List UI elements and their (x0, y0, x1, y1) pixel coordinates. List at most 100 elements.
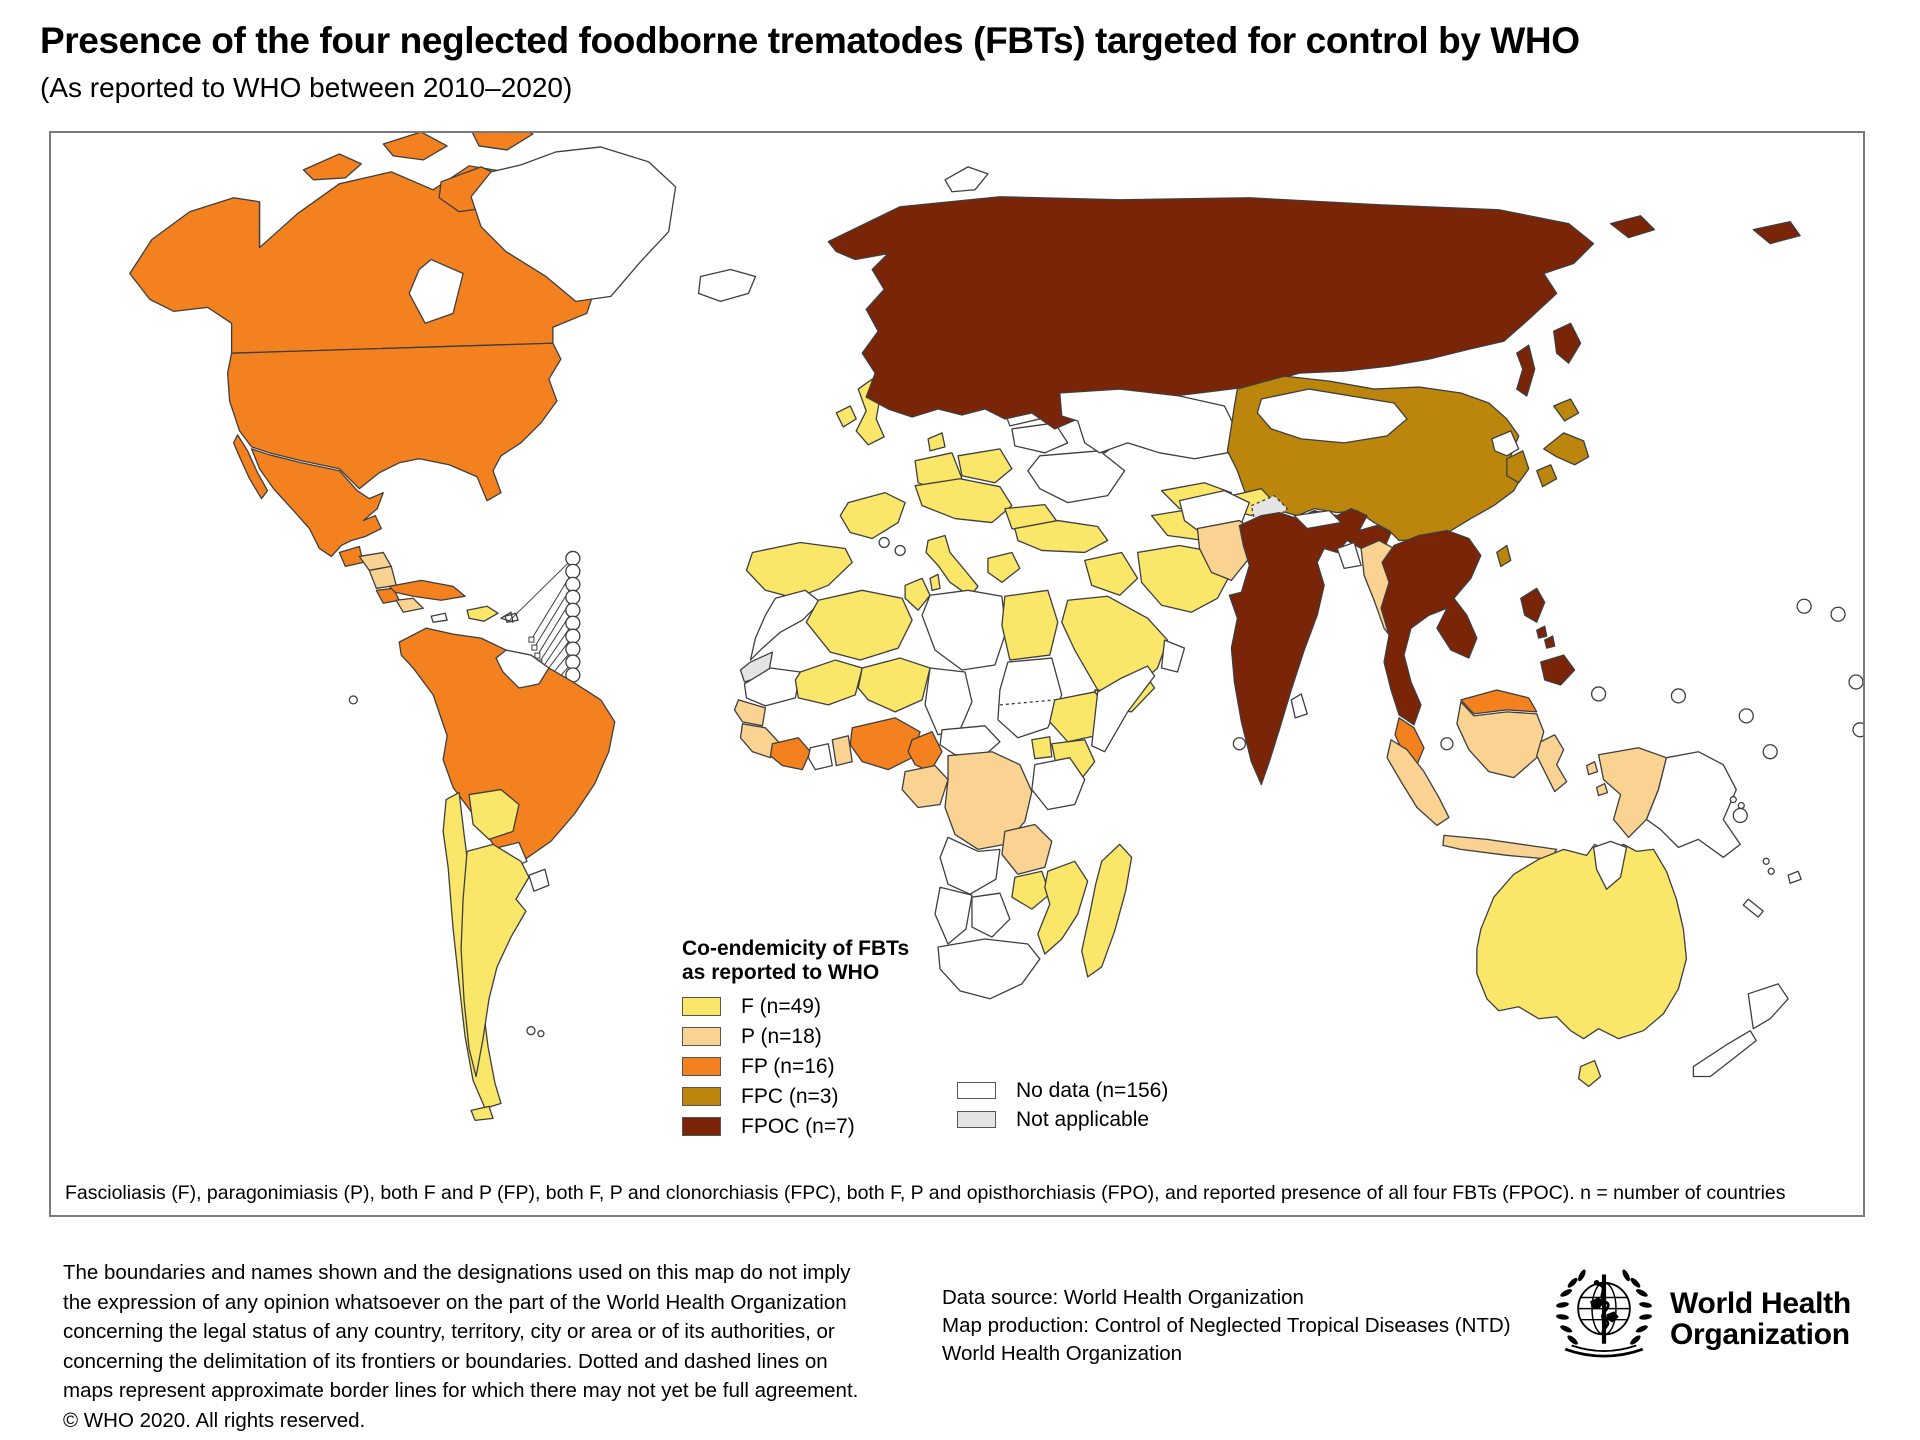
region-togo-benin (831, 735, 853, 767)
region-iceland (697, 268, 757, 303)
region-morocco (749, 589, 821, 661)
region-philippines-luzon (1520, 587, 1546, 623)
region-west-papua (1597, 747, 1668, 839)
region-malaysia-borneo (1460, 689, 1538, 715)
region-russia-kamchatka (1553, 322, 1582, 364)
region-new-zealand-north (1747, 983, 1789, 1030)
region-sakhalin (1516, 344, 1536, 397)
region-niger (857, 657, 931, 713)
region-poland (957, 448, 1013, 484)
legend-label: P (n=18) (741, 1024, 822, 1048)
disclaimer-text: The boundaries and names shown and the d… (63, 1258, 858, 1435)
legend-item-fpc: FPC (n=3) (682, 1084, 1012, 1108)
region-nepal (1293, 509, 1342, 530)
text-line: the expression of any opinion whatsoever… (63, 1290, 847, 1314)
region-senegal-gambia (733, 699, 767, 727)
legend-item-fp: FP (n=16) (682, 1055, 1012, 1078)
region-namibia (934, 886, 973, 945)
region-algeria (805, 589, 913, 661)
region-sudan (997, 657, 1063, 739)
region-north-korea (1491, 430, 1520, 457)
region-kazakhstan (1059, 388, 1236, 460)
region-mongolia (1256, 388, 1408, 444)
region-canada-islands (382, 133, 448, 161)
legend-item-not_applicable: Not applicable (957, 1108, 1257, 1131)
region-bangladesh (1336, 541, 1362, 570)
region-hudson-bay (408, 258, 464, 324)
region-south-korea (1506, 450, 1530, 484)
legend-item-fpoc: FPOC (n=7) (682, 1114, 1012, 1138)
legend-swatch (682, 997, 721, 1016)
legend-label: No data (n=156) (1016, 1078, 1169, 1102)
text-line: The boundaries and names shown and the d… (63, 1261, 851, 1284)
region-usa (226, 342, 562, 502)
region-chad (924, 667, 973, 736)
page-title: Presence of the four neglected foodborne… (40, 20, 1580, 61)
region-taiwan (1496, 544, 1512, 568)
legend-label: FPOC (n=7) (741, 1114, 855, 1138)
region-ukraine (1027, 450, 1126, 504)
region-mozambique (1037, 860, 1089, 955)
region-guinea-cluster (739, 723, 780, 759)
region-baja (232, 434, 269, 500)
region-russia-ne-islands (1609, 215, 1656, 239)
region-south-africa (937, 938, 1041, 1000)
region-greenland (470, 146, 677, 303)
region-australia (1476, 843, 1688, 1040)
region-libya (921, 589, 1007, 671)
map-regions (129, 133, 1863, 1121)
legend-item-f: F (n=49) (682, 995, 1012, 1018)
region-guyanas (495, 649, 550, 689)
region-cuba (388, 579, 466, 601)
region-sumatra (1386, 739, 1450, 827)
region-cote-divoire (769, 737, 811, 771)
region-hispaniola (466, 605, 499, 622)
region-gulf-carpentaria (1592, 840, 1628, 890)
region-jamaica (430, 612, 448, 623)
text-line: concerning the delimitation of its front… (63, 1349, 828, 1373)
region-nigeria (849, 717, 921, 771)
region-tanzania (1031, 757, 1086, 811)
region-botswana (971, 892, 1011, 938)
region-russia-chukotka (1752, 221, 1801, 245)
region-philippines-visayas (1536, 625, 1548, 639)
legend-item-no_data: No data (n=156) (957, 1079, 1257, 1102)
region-moluccas (1585, 761, 1599, 776)
region-sri-lanka (1290, 693, 1308, 719)
region-nicaragua (368, 565, 397, 589)
region-tierra-del-fuego (470, 1105, 494, 1121)
region-papua-new-guinea (1645, 751, 1741, 858)
region-ghana (807, 743, 833, 771)
region-iraq (1084, 551, 1139, 596)
legend-no-data: No data (n=156) Not applicable (957, 1079, 1257, 1140)
region-iberia (745, 541, 853, 599)
text-line: © WHO 2020. All rights reserved. (63, 1408, 366, 1432)
region-bolivia (468, 788, 520, 841)
region-turkey (1014, 519, 1109, 554)
region-panama (395, 597, 424, 613)
legend-swatch (682, 1027, 721, 1046)
who-wordmark: World Health Organization (1670, 1287, 1851, 1351)
region-uruguay (528, 868, 550, 892)
legend-label: Not applicable (1016, 1107, 1150, 1131)
region-svalbard (944, 166, 989, 193)
region-angola (939, 836, 1001, 895)
text-line: maps represent approximate border lines … (63, 1379, 859, 1402)
region-moluccas (1595, 782, 1609, 797)
region-somalia (1091, 665, 1156, 753)
legend-item-p: P (n=18) (682, 1024, 1012, 1048)
region-tasmania (1577, 1059, 1602, 1088)
region-kalimantan (1456, 701, 1545, 779)
region-japan-hokkaido (1553, 398, 1580, 422)
region-canada-islands (471, 133, 534, 151)
text-line: Map production: Control of Neglected Tro… (942, 1314, 1511, 1337)
legend-co-endemicity: Co-endemicity of FBTs as reported to WHO… (682, 937, 1012, 1147)
legend-label: FPC (n=3) (741, 1084, 839, 1108)
region-gabon-congo (901, 765, 949, 809)
region-philippines-mindanao (1540, 654, 1576, 686)
region-java (1442, 834, 1558, 860)
region-japan-kyushu (1536, 464, 1558, 488)
region-madagascar (1081, 843, 1133, 978)
text-line: World Health Organization (942, 1342, 1183, 1365)
region-canada-islands (302, 153, 362, 181)
